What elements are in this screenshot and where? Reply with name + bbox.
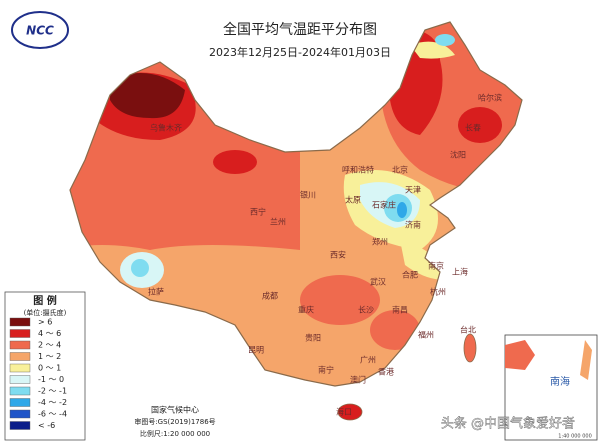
city: 长沙 (358, 305, 374, 315)
legend-swatch (9, 421, 31, 430)
city: 拉萨 (148, 287, 164, 297)
footer-approval: 审图号:GS(2019)1786号 (134, 417, 215, 426)
border (69, 21, 523, 387)
city: 北京 (392, 165, 408, 175)
legend-label: 0 ～ 1 (38, 364, 61, 373)
date: 2023年12月25日-2024年01月03日 (209, 45, 391, 59)
legend-swatch (9, 375, 31, 384)
city: 台北 (460, 325, 476, 335)
inset-label: 南海 (550, 375, 570, 388)
logo-text: NCC (26, 24, 54, 38)
city: 南宁 (318, 365, 334, 375)
legend-swatch (9, 329, 31, 338)
city: 石家庄 (372, 200, 396, 210)
legend-swatch (9, 363, 31, 373)
city: 银川 (300, 190, 316, 200)
city-labels: 乌鲁木齐 哈尔滨 长春 沈阳 呼和浩特 北京 天津 石家庄 太原 济南 郑州 西… (148, 93, 502, 417)
city: 武汉 (370, 277, 386, 287)
legend-label: -4 ～ -2 (38, 398, 67, 407)
legend-label: 2 ～ 4 (38, 341, 61, 350)
city: 南昌 (392, 305, 408, 315)
logo-ring (11, 11, 69, 49)
inset: 南海 1:40 000 000 (504, 334, 598, 441)
legend-title: 图 例 (33, 294, 56, 307)
legend-swatch (9, 409, 31, 419)
city: 昆明 (248, 346, 264, 355)
legend-label: 4 ～ 6 (38, 329, 61, 338)
legend-label: < -6 (38, 421, 55, 430)
city: 哈尔滨 (478, 93, 502, 103)
city: 济南 (405, 220, 421, 230)
city: 合肥 (402, 270, 418, 280)
city: 郑州 (372, 237, 388, 247)
legend-swatch (9, 317, 31, 327)
legend-swatch (9, 352, 31, 361)
legend-swatch (9, 386, 31, 396)
footer-scale: 比例尺:1:20 000 000 (140, 429, 210, 438)
city: 澳门 (350, 375, 366, 385)
title: 全国平均气温距平分布图 (223, 21, 377, 38)
logo: NCC (11, 11, 69, 49)
hainan (337, 403, 363, 421)
legend-swatch (9, 340, 31, 350)
city: 西宁 (250, 207, 266, 217)
city: 太原 (345, 195, 361, 205)
city: 海口 (336, 407, 352, 417)
city: 贵阳 (305, 333, 321, 343)
legend-rows: > 6 4 ～ 6 2 ～ 4 1 ～ 2 0 ～ 1 -1 ～ 0 -2 ～ -1 -4 ～… (9, 317, 67, 430)
inset-land (505, 340, 535, 370)
anomaly-fill (70, 22, 522, 386)
footer-org: 国家气候中心 (151, 405, 199, 415)
city: 成都 (262, 291, 278, 301)
legend-label: -2 ～ -1 (38, 387, 67, 396)
watermark: 头条 @中国气象爱好者 (441, 416, 575, 432)
city: 福州 (418, 331, 434, 340)
city: 香港 (378, 367, 394, 377)
city: 西安 (330, 250, 346, 260)
legend: 图 例 (单位:摄氏度) > 6 4 ～ 6 2 ～ 4 1 ～ 2 0 ～ 1 -1 ～… (4, 291, 86, 441)
legend-label: > 6 (38, 318, 52, 327)
inset-land (580, 340, 592, 380)
legend-swatch (9, 398, 31, 407)
legend-label: -1 ～ 0 (38, 375, 64, 384)
legend-unit: (单位:摄氏度) (24, 308, 67, 317)
city: 长春 (465, 123, 481, 133)
inset-scale: 1:40 000 000 (558, 434, 592, 440)
city: 重庆 (298, 305, 314, 315)
city: 天津 (405, 185, 421, 195)
city: 上海 (452, 267, 468, 277)
city: 广州 (360, 355, 376, 365)
city: 乌鲁木齐 (150, 123, 182, 133)
city: 南京 (428, 261, 444, 271)
city: 沈阳 (450, 150, 466, 160)
legend-label: -6 ～ -4 (38, 410, 67, 419)
city: 呼和浩特 (342, 165, 374, 175)
legend-label: 1 ～ 2 (38, 352, 61, 361)
city: 杭州 (430, 287, 446, 297)
city: 兰州 (270, 217, 286, 227)
taiwan (463, 333, 477, 363)
